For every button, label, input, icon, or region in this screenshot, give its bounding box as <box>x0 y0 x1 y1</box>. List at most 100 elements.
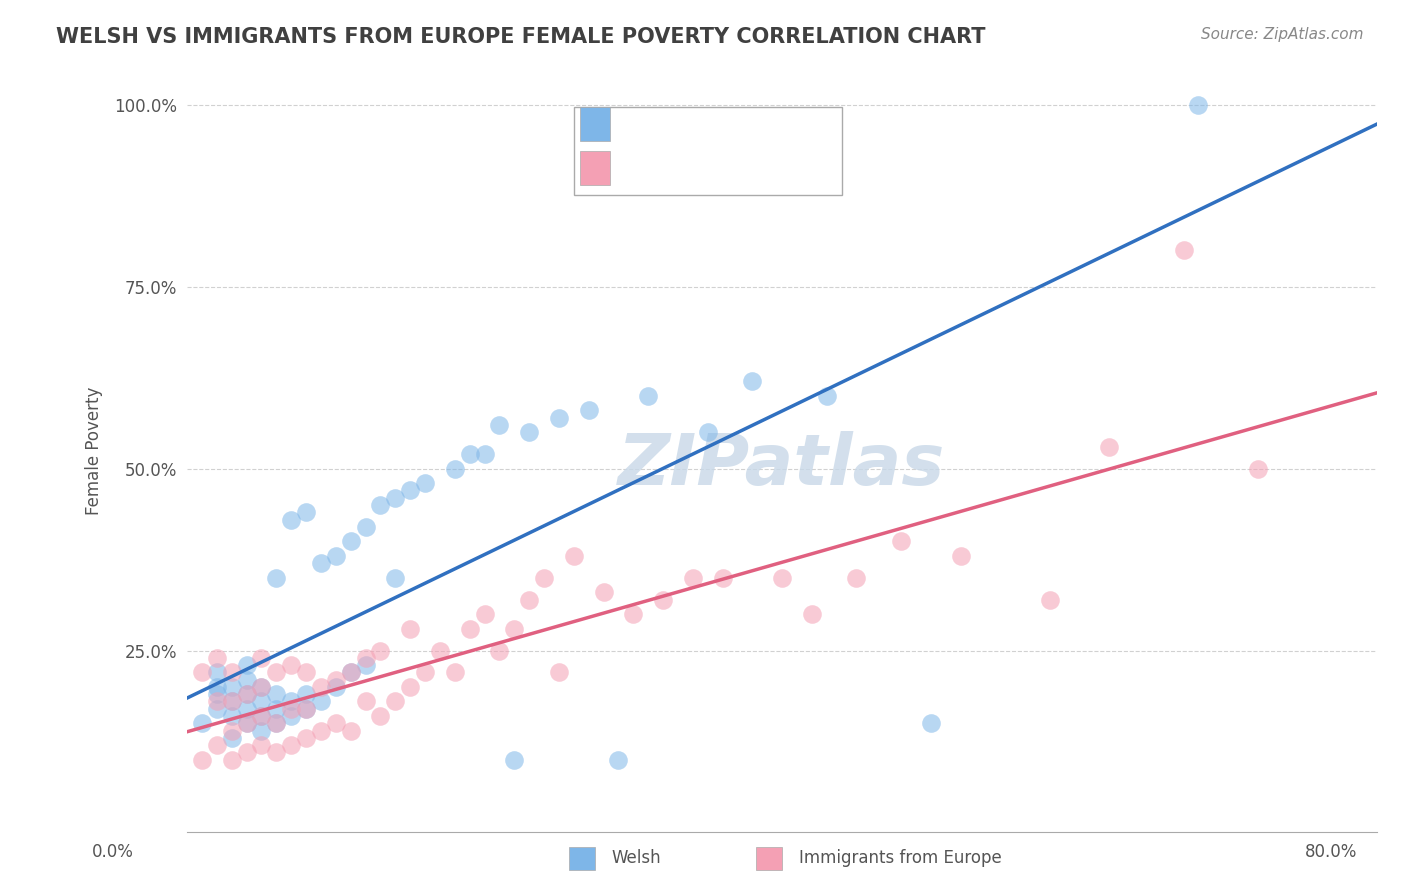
Point <box>205 687 228 701</box>
Point <box>384 694 406 708</box>
Point <box>205 738 228 752</box>
Point <box>191 753 214 767</box>
Point <box>191 716 214 731</box>
Point <box>741 375 763 389</box>
Point <box>295 731 318 745</box>
FancyBboxPatch shape <box>574 107 842 194</box>
Point <box>280 709 302 723</box>
Point <box>221 753 243 767</box>
Point <box>384 491 406 505</box>
Point <box>592 585 614 599</box>
Text: Immigrants from Europe: Immigrants from Europe <box>799 849 1001 867</box>
Point <box>399 483 422 498</box>
Point <box>815 389 838 403</box>
Text: N = 56: N = 56 <box>752 114 820 133</box>
Point <box>280 512 302 526</box>
Point <box>250 709 273 723</box>
Point <box>949 549 972 563</box>
Point <box>295 687 318 701</box>
Point <box>266 716 288 731</box>
Point <box>205 650 228 665</box>
Point <box>250 650 273 665</box>
Point <box>370 498 392 512</box>
Point <box>325 673 347 687</box>
Point <box>652 592 675 607</box>
FancyBboxPatch shape <box>579 107 610 141</box>
Point <box>250 709 273 723</box>
FancyBboxPatch shape <box>579 151 610 186</box>
Point <box>221 709 243 723</box>
Point <box>890 534 912 549</box>
Point <box>266 716 288 731</box>
Text: 0.0%: 0.0% <box>91 843 134 861</box>
Point <box>339 665 361 680</box>
Point <box>280 694 302 708</box>
Point <box>920 716 942 731</box>
Y-axis label: Female Poverty: Female Poverty <box>86 386 103 515</box>
Point <box>458 622 481 636</box>
Point <box>235 702 257 716</box>
Point <box>280 702 302 716</box>
Point <box>295 702 318 716</box>
Point <box>295 665 318 680</box>
Point <box>503 753 526 767</box>
Point <box>1187 98 1209 112</box>
Point <box>325 680 347 694</box>
Point <box>250 738 273 752</box>
Text: Source: ZipAtlas.com: Source: ZipAtlas.com <box>1201 27 1364 42</box>
Point <box>250 694 273 708</box>
Text: Welsh: Welsh <box>612 849 661 867</box>
Text: WELSH VS IMMIGRANTS FROM EUROPE FEMALE POVERTY CORRELATION CHART: WELSH VS IMMIGRANTS FROM EUROPE FEMALE P… <box>56 27 986 46</box>
Point <box>235 673 257 687</box>
Point <box>250 723 273 738</box>
Point <box>474 607 496 622</box>
Point <box>235 716 257 731</box>
Point <box>221 723 243 738</box>
Point <box>235 716 257 731</box>
Point <box>235 687 257 701</box>
Text: R = 0.689: R = 0.689 <box>619 159 717 177</box>
Point <box>266 571 288 585</box>
Point <box>503 622 526 636</box>
Point <box>309 680 332 694</box>
Point <box>488 417 510 432</box>
Point <box>413 665 436 680</box>
Point <box>266 745 288 759</box>
Point <box>266 687 288 701</box>
Point <box>384 571 406 585</box>
Point <box>682 571 704 585</box>
Point <box>607 753 630 767</box>
Point <box>205 702 228 716</box>
Point <box>235 687 257 701</box>
Point <box>280 658 302 673</box>
Point <box>443 461 465 475</box>
Point <box>354 694 377 708</box>
Point <box>221 694 243 708</box>
Point <box>488 643 510 657</box>
Point <box>325 549 347 563</box>
Point <box>309 694 332 708</box>
Point <box>354 520 377 534</box>
Point <box>221 694 243 708</box>
Point <box>370 643 392 657</box>
Text: R = 0.595: R = 0.595 <box>619 114 717 133</box>
Point <box>1173 244 1195 258</box>
Point <box>696 425 718 440</box>
Point <box>221 665 243 680</box>
Point <box>250 680 273 694</box>
Point <box>191 665 214 680</box>
Point <box>548 665 571 680</box>
Point <box>295 505 318 519</box>
Point <box>205 665 228 680</box>
Point <box>517 425 540 440</box>
Point <box>562 549 585 563</box>
Point <box>235 745 257 759</box>
Point <box>339 534 361 549</box>
Point <box>221 680 243 694</box>
Point <box>370 709 392 723</box>
Point <box>443 665 465 680</box>
Point <box>474 447 496 461</box>
Point <box>309 723 332 738</box>
Point <box>205 694 228 708</box>
Point <box>637 389 659 403</box>
